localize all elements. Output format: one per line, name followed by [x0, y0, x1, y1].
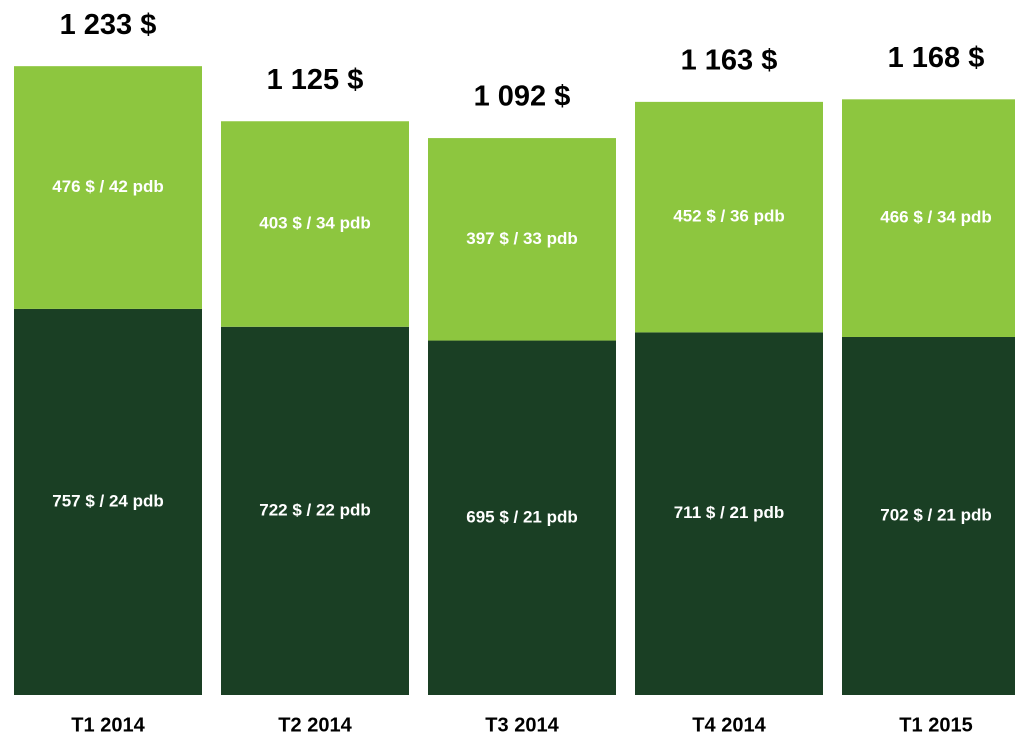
- segment-label: 722 $ / 22 pdb: [259, 500, 371, 519]
- total-label: 1 125 $: [267, 64, 364, 96]
- segment-label: 403 $ / 34 pdb: [259, 213, 371, 232]
- bar-segment: [635, 101, 823, 333]
- x-tick-label: T2 2014: [278, 714, 352, 736]
- segment-label: 397 $ / 33 pdb: [466, 229, 578, 248]
- segment-label: 476 $ / 42 pdb: [52, 177, 164, 196]
- bar-segment: [428, 340, 616, 695]
- x-tick-label: T1 2014: [71, 714, 145, 736]
- x-tick-label: T3 2014: [485, 714, 559, 736]
- segment-label: 757 $ / 24 pdb: [52, 491, 164, 510]
- bar-segment: [842, 99, 1015, 337]
- segment-label: 466 $ / 34 pdb: [880, 208, 992, 227]
- total-label: 1 163 $: [681, 45, 778, 77]
- bar-segment: [14, 308, 202, 695]
- x-tick-label: T1 2015: [899, 714, 972, 736]
- x-tick-label: T4 2014: [692, 714, 766, 736]
- total-label: 1 168 $: [888, 42, 985, 74]
- segment-label: 702 $ / 21 pdb: [880, 505, 992, 524]
- bar-segment: [635, 332, 823, 695]
- segment-label: 695 $ / 21 pdb: [466, 507, 578, 526]
- total-label: 1 233 $: [60, 9, 157, 41]
- bar-segment: [842, 336, 1015, 695]
- segment-label: 452 $ / 36 pdb: [673, 207, 785, 226]
- total-label: 1 092 $: [474, 81, 571, 113]
- bar-segment: [14, 66, 202, 309]
- bar-segment: [428, 138, 616, 341]
- bar-segment: [221, 121, 409, 327]
- bar-segment: [221, 326, 409, 695]
- segment-label: 711 $ / 21 pdb: [674, 503, 785, 522]
